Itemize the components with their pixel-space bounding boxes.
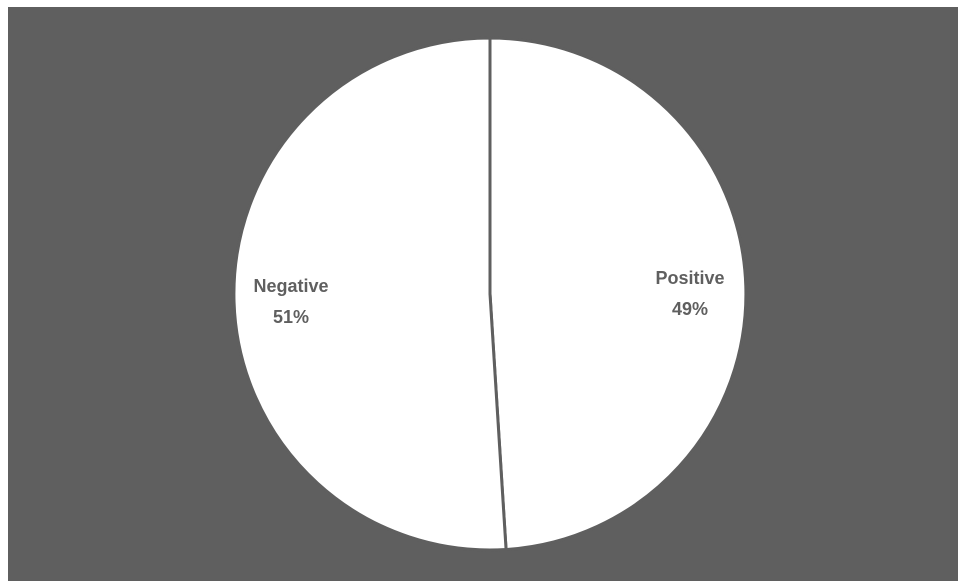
pie-slice-negative — [232, 36, 508, 552]
slice-label-negative: Negative — [253, 276, 328, 296]
slice-label-positive: Positive — [655, 268, 724, 288]
pie-slices — [232, 36, 748, 552]
slice-value-positive: 49% — [672, 299, 708, 319]
pie-slice-positive — [488, 36, 748, 551]
slice-value-negative: 51% — [273, 307, 309, 327]
